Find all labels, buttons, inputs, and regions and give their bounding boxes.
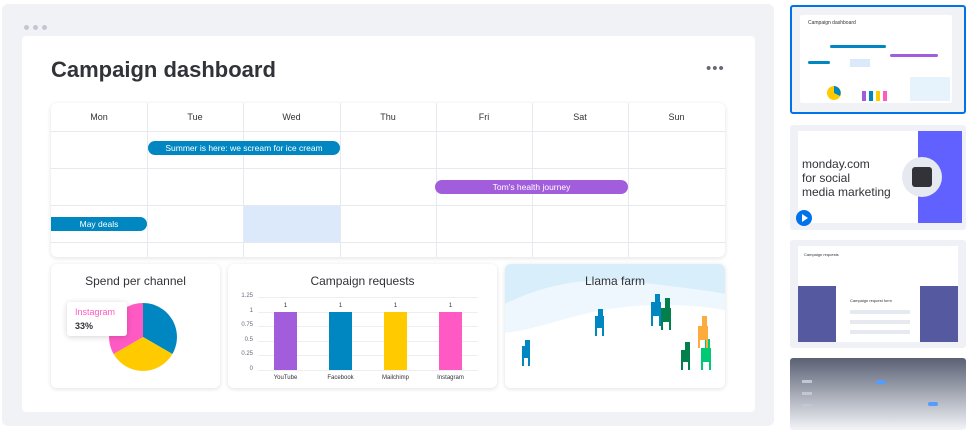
more-options-icon[interactable]: •••	[706, 60, 725, 77]
y-tick-label: 1	[249, 307, 253, 314]
tooltip-value: 33%	[75, 321, 94, 331]
gridline	[258, 297, 478, 298]
bar-value-label: 1	[448, 302, 453, 309]
page-title: Campaign dashboard	[51, 57, 276, 82]
gridline	[258, 370, 478, 371]
promo-line: for social	[802, 171, 851, 185]
y-tick-label: 1.25	[241, 293, 253, 299]
gridline	[258, 326, 478, 328]
thumbnail-timeline[interactable]	[790, 358, 966, 430]
widget-title: Campaign requests	[310, 274, 415, 288]
calendar-event-summer[interactable]: Summer is here: we scream for ice cream	[148, 141, 340, 155]
bar-value-label: 1	[393, 302, 398, 309]
calendar-event-may-deals[interactable]: May deals	[51, 217, 147, 231]
day-header-tue: Tue	[187, 112, 203, 122]
window-dots	[24, 25, 47, 30]
thumb-form-title: Campaign request form	[850, 298, 892, 303]
y-tick-label: 0.25	[241, 351, 253, 358]
selected-calendar-cell[interactable]	[244, 205, 340, 242]
calendar-col-divider	[628, 103, 629, 257]
thumbnail-promo-video[interactable]: monday.com for social media marketing	[790, 125, 966, 230]
llama-icon	[522, 294, 661, 366]
llama-icon	[661, 298, 690, 370]
widget-title: Llama farm	[584, 274, 646, 288]
pie-slice-yellow[interactable]	[113, 337, 173, 371]
bar-facebook[interactable]	[329, 311, 352, 370]
bar-value-label: 1	[283, 302, 288, 309]
y-tick-label: 0	[249, 366, 253, 372]
bar-category-label: YouTube	[273, 375, 298, 381]
day-header-wed: Wed	[282, 112, 301, 122]
thumb-title: Campaign dashboard	[808, 20, 856, 26]
bar-value-label: 1	[338, 302, 343, 309]
day-header-sun: Sun	[668, 112, 685, 122]
llama-icon	[698, 316, 708, 348]
calendar-row-divider	[51, 168, 725, 169]
bar-instagram[interactable]	[439, 311, 462, 370]
widget-title: Spend per channel	[85, 274, 186, 288]
day-header-fri: Fri	[478, 112, 490, 122]
calendar-col-divider	[147, 103, 148, 257]
promo-line: media marketing	[802, 185, 891, 199]
pie-tooltip: Instagram 33%	[67, 302, 127, 336]
bar-category-label: Mailchimp	[381, 375, 409, 381]
y-tick-label: 0.75	[241, 322, 253, 329]
spend-per-channel-widget: Spend per channel Instagram 33%	[51, 264, 220, 388]
day-header-thu: Thu	[380, 112, 396, 122]
y-tick-label: 0.5	[244, 336, 253, 343]
bar-youtube[interactable]	[274, 311, 297, 370]
calendar-col-divider	[243, 103, 244, 257]
tooltip-label: Instagram	[75, 307, 116, 317]
gridline	[258, 355, 478, 357]
gridline	[258, 340, 478, 342]
day-header-sat: Sat	[573, 112, 587, 122]
llama-farm-widget: Llama farm	[505, 264, 725, 388]
pie-slice-blue[interactable]	[143, 303, 177, 354]
day-header-mon: Mon	[90, 112, 108, 122]
llama-scene	[505, 264, 725, 370]
thumbnail-campaign-dashboard[interactable]: Campaign dashboard	[790, 5, 966, 114]
calendar-row-divider	[51, 205, 725, 206]
bar-category-label: Facebook	[327, 375, 354, 381]
bar-category-label: Instagram	[437, 375, 464, 381]
calendar-event-health-journey[interactable]: Tom's health journey	[435, 180, 628, 194]
calendar-col-divider	[340, 103, 341, 257]
calendar-row-divider	[51, 242, 725, 243]
thumb-title: Campaign requests	[804, 252, 839, 257]
bar-chart: 1.25 1 0.75 0.5 0.25 0 1 YouTube 1 Facebook 1 Mailc…	[228, 264, 497, 388]
calendar-row-divider	[51, 131, 725, 132]
calendar-col-divider	[436, 103, 437, 257]
campaign-requests-widget: Campaign requests 1.25 1 0.75 0.5 0.25 0 1 YouT…	[228, 264, 497, 388]
thumbnail-campaign-requests[interactable]: Campaign requests Campaign request form	[790, 240, 966, 348]
promo-line: monday.com	[802, 157, 870, 171]
bar-mailchimp[interactable]	[384, 311, 407, 370]
play-icon[interactable]	[796, 210, 812, 226]
calendar-widget: Mon Tue Wed Thu Fri Sat Sun Summer is he…	[51, 103, 725, 257]
gridline	[258, 311, 478, 313]
